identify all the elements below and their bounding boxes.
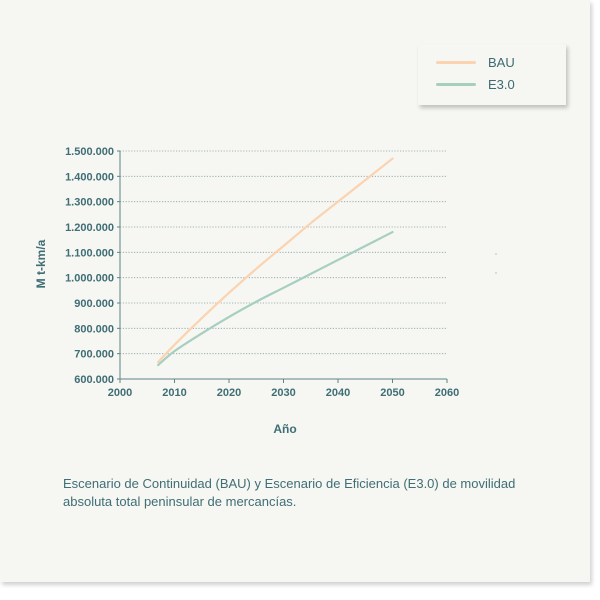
x-axis-label: Año	[273, 422, 296, 436]
y-tick-label: 1.100.000	[65, 247, 114, 259]
legend-label-bau: BAU	[488, 55, 515, 70]
legend-swatch-e30	[436, 83, 476, 86]
series-line-bau	[157, 157, 394, 364]
x-tick-label: 2060	[435, 387, 459, 399]
y-tick-label: 1.200.000	[65, 222, 114, 234]
legend-swatch-bau	[436, 61, 476, 64]
y-tick-label: 900.000	[74, 298, 114, 310]
y-tick-label: 1.300.000	[65, 197, 114, 209]
y-tick-label: 1.400.000	[65, 171, 114, 183]
y-tick-label: 800.000	[74, 323, 114, 335]
stray-dot	[495, 253, 497, 255]
y-tick-label: 1.500.000	[65, 146, 114, 158]
x-tick-label: 2000	[108, 387, 132, 399]
figure-caption: Escenario de Continuidad (BAU) y Escenar…	[63, 476, 516, 509]
stray-dot	[495, 272, 497, 274]
y-axis-label: M t-km/a	[34, 239, 48, 288]
y-tick-label: 1.000.000	[65, 273, 114, 285]
legend-item-bau: BAU	[436, 55, 515, 70]
x-tick-label: 2040	[326, 387, 350, 399]
legend-item-e30: E3.0	[436, 77, 515, 92]
x-tick-label: 2010	[162, 387, 186, 399]
series-layer	[157, 157, 394, 367]
series-line-e30	[157, 230, 394, 367]
gridlines	[120, 150, 447, 355]
x-tick-label: 2030	[271, 387, 295, 399]
axes	[117, 150, 448, 383]
y-tick-label: 600.000	[74, 374, 114, 386]
chart-legend: BAU E3.0	[418, 44, 566, 105]
x-tick-label: 2050	[380, 387, 404, 399]
chart-card: 600.000 700.000 800.000 900.000 1.000.000 1.1…	[0, 0, 590, 582]
tick-labels: 600.000 700.000 800.000 900.000 1.000.000 1.1…	[65, 146, 459, 399]
x-tick-label: 2020	[217, 387, 241, 399]
y-tick-label: 700.000	[74, 349, 114, 361]
legend-label-e30: E3.0	[488, 77, 515, 92]
